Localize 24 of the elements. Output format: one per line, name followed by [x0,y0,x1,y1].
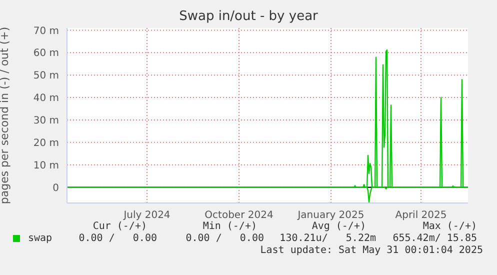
text: Last update: Sat May 31 00:01:04 2025 [259,245,483,256]
text: 0.00 / 0.00 [186,233,264,244]
y-tick-label: 60 m [33,48,59,60]
y-tick-label: 70 m [33,26,59,37]
text: 0.00 / 0.00 [78,233,157,244]
x-tick-label: April 2025 [395,210,447,222]
text: Min (-/+) [202,221,257,232]
x-tick-label: October 2024 [204,210,274,222]
text: Avg (-/+) [310,221,366,232]
y-tick-label: 50 m [33,70,59,82]
legend-label: swap [28,233,52,244]
text: Max (-/+) [422,221,477,232]
text: 655.42m/ 15.85 [392,233,477,244]
x-tick-label: July 2024 [122,210,170,222]
y-tick-label: 40 m [33,93,59,104]
y-tick-label: 30 m [33,116,59,127]
y-tick-label: 10 m [33,160,59,172]
y-tick-label: 20 m [33,138,59,149]
text: 130.21u/ 5.22m [278,233,376,244]
text: Cur (-/+) [92,221,147,232]
x-tick-label: January 2025 [296,210,364,222]
y-tick-label: 0 [52,182,59,194]
y-axis-title: pages per second in (-) / out (+) [0,26,11,204]
chart-title: Swap in/out - by year [178,9,319,24]
